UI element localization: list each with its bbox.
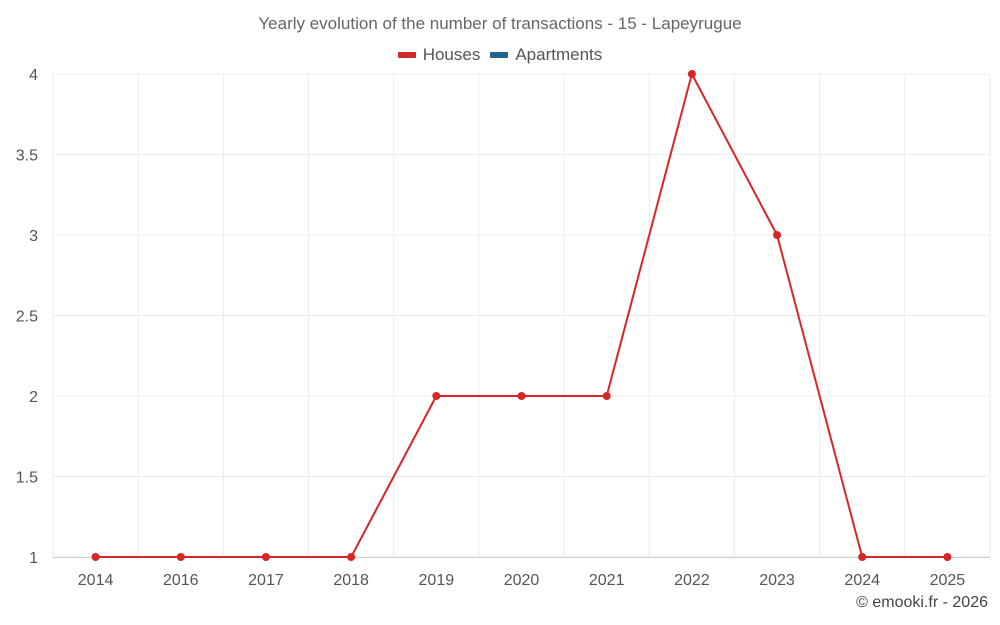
x-tick-label: 2014	[78, 572, 114, 589]
data-point-houses[interactable]	[943, 553, 952, 561]
data-point-houses[interactable]	[261, 553, 270, 561]
data-point-houses[interactable]	[176, 553, 185, 561]
grid	[52, 73, 991, 558]
chart-title: Yearly evolution of the number of transa…	[258, 14, 742, 33]
x-tick-label: 2020	[504, 572, 540, 589]
y-tick-label: 3	[29, 228, 38, 245]
credit-text: © emooki.fr - 2026	[856, 594, 988, 611]
y-tick-label: 3.5	[16, 148, 38, 165]
x-tick-label: 2025	[930, 572, 966, 589]
x-tick-label: 2017	[248, 572, 284, 589]
legend-item-apartments[interactable]: Apartments	[490, 45, 602, 65]
legend-item-houses[interactable]: Houses	[397, 45, 481, 65]
y-tick-label: 1	[29, 550, 38, 567]
y-tick-label: 2	[29, 389, 38, 406]
data-point-houses[interactable]	[687, 70, 696, 78]
legend-label-apartments: Apartments	[515, 45, 603, 64]
legend: Houses Apartments	[0, 45, 1000, 65]
x-tick-label: 2018	[333, 572, 369, 589]
data-point-houses[interactable]	[602, 392, 611, 400]
data-point-houses[interactable]	[773, 231, 782, 239]
data-point-houses[interactable]	[347, 553, 356, 561]
y-tick-label: 1.5	[16, 470, 38, 487]
x-tick-label: 2024	[844, 572, 880, 589]
legend-swatch-houses	[397, 52, 416, 58]
legend-swatch-apartments	[490, 52, 509, 58]
x-tick-label: 2022	[674, 572, 710, 589]
y-tick-label: 2.5	[16, 309, 38, 326]
data-point-houses[interactable]	[91, 553, 100, 561]
axes: 1 1.5 2 2.5 3 3.5 4 2014 2016 2017 2018 2019 2020 202…	[16, 67, 990, 589]
legend-label-houses: Houses	[422, 45, 481, 64]
x-tick-label: 2023	[759, 572, 795, 589]
series-layer	[91, 70, 952, 561]
x-tick-label: 2019	[419, 572, 455, 589]
x-tick-label: 2016	[163, 572, 199, 589]
data-point-houses[interactable]	[432, 392, 441, 400]
x-tick-label: 2021	[589, 572, 625, 589]
data-point-houses[interactable]	[858, 553, 867, 561]
y-tick-label: 4	[29, 67, 38, 84]
data-point-houses[interactable]	[517, 392, 526, 400]
